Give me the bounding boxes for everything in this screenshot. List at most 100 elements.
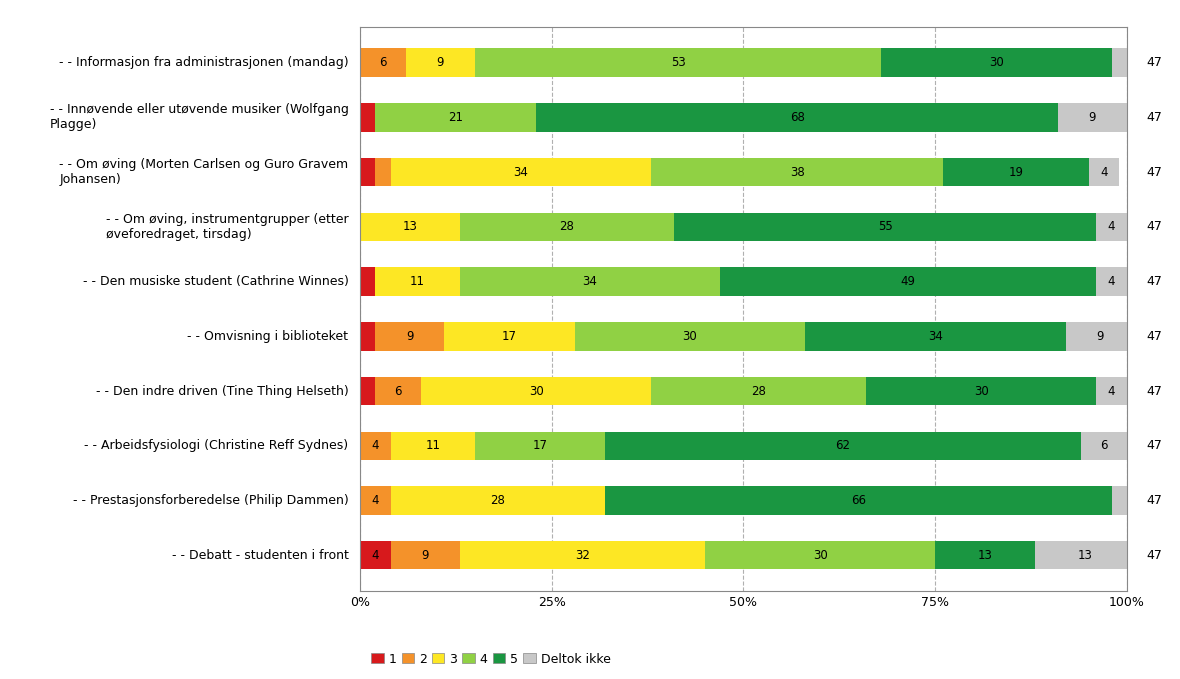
Text: 4: 4 [1108,221,1115,234]
Text: 47: 47 [1146,549,1162,562]
Text: 9: 9 [1089,111,1096,124]
Text: 28: 28 [752,384,766,397]
Text: 19: 19 [1008,166,1023,179]
Text: 4: 4 [1100,166,1108,179]
Text: 32: 32 [575,549,590,562]
Text: - - Om øving, instrumentgrupper (etter
øveforedraget, tirsdag): - - Om øving, instrumentgrupper (etter ø… [106,213,348,241]
Bar [1088,158,1119,186]
Text: 9: 9 [437,56,444,69]
Bar [391,486,605,515]
Bar [459,213,674,241]
Bar [651,158,943,186]
Text: 28: 28 [491,494,505,507]
Bar [1057,103,1127,132]
Text: 4: 4 [1108,275,1115,288]
Text: - - Prestasjonsforberedelse (Philip Dammen): - - Prestasjonsforberedelse (Philip Damm… [73,494,348,507]
Text: - - Den musiske student (Cathrine Winnes): - - Den musiske student (Cathrine Winnes… [83,275,348,288]
Text: 34: 34 [583,275,597,288]
Bar [360,268,375,296]
Text: 9: 9 [406,330,413,343]
Text: 47: 47 [1146,56,1162,69]
Text: 13: 13 [1077,549,1093,562]
Text: - - Om øving (Morten Carlsen og Guro Gravem
Johansen): - - Om øving (Morten Carlsen og Guro Gra… [59,158,348,186]
Bar [704,541,935,570]
Bar [360,103,375,132]
Text: 9: 9 [421,549,428,562]
Bar [360,432,391,460]
Text: 4: 4 [1108,384,1115,397]
Text: - - Innøvende eller utøvende musiker (Wolfgang
Plagge): - - Innøvende eller utøvende musiker (Wo… [50,103,348,132]
Bar [391,541,459,570]
Bar [406,48,474,77]
Text: 4: 4 [372,494,379,507]
Text: 47: 47 [1146,275,1162,288]
Bar [881,48,1112,77]
Bar [474,48,881,77]
Bar [360,48,406,77]
Text: - - Omvisning i biblioteket: - - Omvisning i biblioteket [188,330,348,343]
Text: 47: 47 [1146,384,1162,397]
Text: 13: 13 [977,549,992,562]
Bar [674,213,1096,241]
Bar [444,322,575,350]
Text: 28: 28 [559,221,575,234]
Text: 66: 66 [851,494,866,507]
Text: 30: 30 [974,384,989,397]
Bar [1081,432,1127,460]
Text: 9: 9 [1096,330,1103,343]
Text: 47: 47 [1146,166,1162,179]
Text: 6: 6 [379,56,387,69]
Text: - - Informasjon fra administrasjonen (mandag): - - Informasjon fra administrasjonen (ma… [59,56,348,69]
Bar [360,486,391,515]
Text: 47: 47 [1146,330,1162,343]
Text: 11: 11 [409,275,425,288]
Bar [360,377,375,405]
Bar [1112,486,1127,515]
Bar [360,213,459,241]
Bar [1096,377,1127,405]
Bar [943,158,1088,186]
Bar [375,268,459,296]
Text: 11: 11 [425,439,440,452]
Bar [391,432,474,460]
Text: 30: 30 [682,330,697,343]
Text: 4: 4 [372,549,379,562]
Text: 68: 68 [789,111,805,124]
Bar [805,322,1066,350]
Text: 49: 49 [900,275,916,288]
Text: 34: 34 [927,330,943,343]
Bar [1066,322,1134,350]
Bar [1096,268,1127,296]
Text: 21: 21 [448,111,464,124]
Text: 30: 30 [813,549,827,562]
Text: 6: 6 [1100,439,1108,452]
Bar [575,322,805,350]
Bar [459,268,720,296]
Bar [375,158,391,186]
Text: 53: 53 [670,56,686,69]
Bar [1096,213,1127,241]
Text: 47: 47 [1146,221,1162,234]
Bar [375,322,444,350]
Bar [605,486,1112,515]
Text: 13: 13 [402,221,418,234]
Bar [1035,541,1134,570]
Text: 17: 17 [502,330,517,343]
Text: 4: 4 [372,439,379,452]
Bar [375,377,421,405]
Text: 30: 30 [529,384,544,397]
Bar [866,377,1096,405]
Bar [421,377,651,405]
Bar [391,158,651,186]
Text: 38: 38 [789,166,805,179]
Bar [375,103,536,132]
Text: 17: 17 [532,439,548,452]
Text: - - Den indre driven (Tine Thing Helseth): - - Den indre driven (Tine Thing Helseth… [96,384,348,397]
Text: 6: 6 [394,384,402,397]
Bar [360,541,391,570]
Text: - - Debatt - studenten i front: - - Debatt - studenten i front [171,549,348,562]
Bar [651,377,866,405]
Bar [935,541,1035,570]
Bar [474,432,605,460]
Legend: 1, 2, 3, 4, 5, Deltok ikke: 1, 2, 3, 4, 5, Deltok ikke [366,648,616,671]
